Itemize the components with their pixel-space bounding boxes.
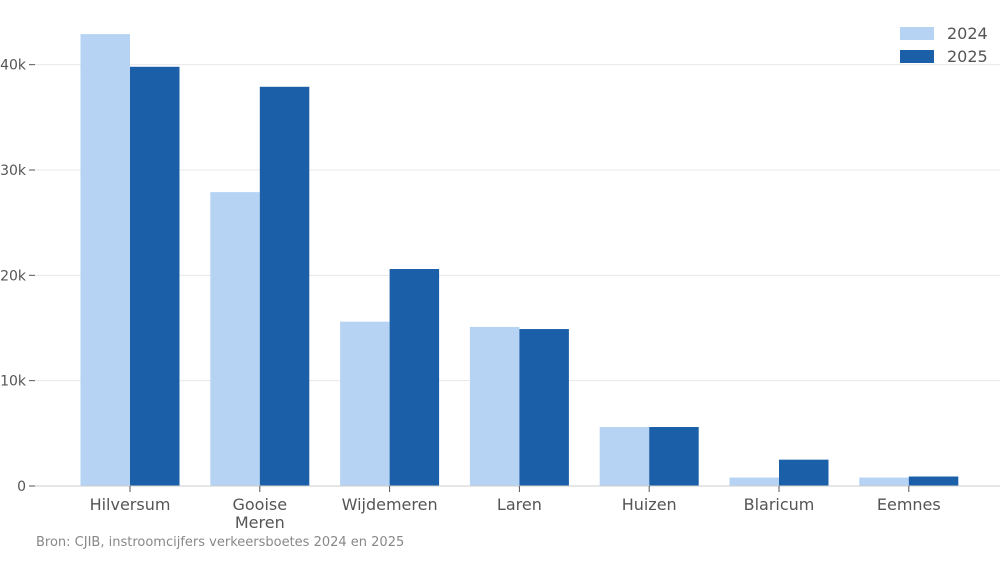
bar-2024-hilversum: [80, 34, 130, 487]
bar-2024-laren: [469, 326, 520, 486]
y-tick-label: 40k: [0, 58, 27, 74]
bar-2025-gooise-meren: [259, 86, 310, 486]
bar-2025-hilversum: [130, 66, 180, 487]
x-tick-label: Gooise: [232, 495, 287, 514]
x-tick-label: Meren: [235, 513, 285, 530]
x-tick-label: Laren: [497, 495, 542, 514]
bar-2024-gooise-meren: [210, 192, 260, 486]
bar-2024-blaricum: [729, 477, 779, 486]
x-tick-label: Wijdemeren: [342, 495, 438, 514]
y-axis: 0 10k 20k 30k 40k: [0, 58, 35, 495]
x-tick-label: Hilversum: [90, 495, 171, 514]
y-tick-label: 20k: [0, 268, 27, 284]
bars: [80, 34, 959, 487]
bar-2024-wijdemeren: [340, 321, 390, 486]
bar-2025-eemnes: [908, 476, 959, 486]
bar-2024-huizen: [599, 427, 650, 486]
legend-swatch-2024: [900, 27, 934, 40]
bar-2025-blaricum: [779, 459, 829, 486]
y-tick-label: 0: [17, 479, 26, 495]
bar-2024-eemnes: [859, 477, 909, 486]
legend-label-2024: 2024: [947, 24, 988, 43]
source-note: Bron: CJIB, instroomcijfers verkeersboet…: [36, 535, 405, 550]
bar-2025-wijdemeren: [389, 269, 440, 486]
legend-swatch-2025: [900, 50, 934, 63]
y-tick-label: 10k: [0, 374, 27, 390]
bar-2025-huizen: [649, 427, 699, 486]
y-tick-label: 30k: [0, 163, 27, 179]
x-tick-label: Blaricum: [744, 495, 815, 514]
legend: 2024 2025: [900, 24, 988, 66]
x-tick-label: Eemnes: [877, 495, 941, 514]
x-tick-label: Huizen: [622, 495, 677, 514]
legend-label-2025: 2025: [947, 47, 988, 66]
bar-2025-laren: [519, 329, 569, 486]
